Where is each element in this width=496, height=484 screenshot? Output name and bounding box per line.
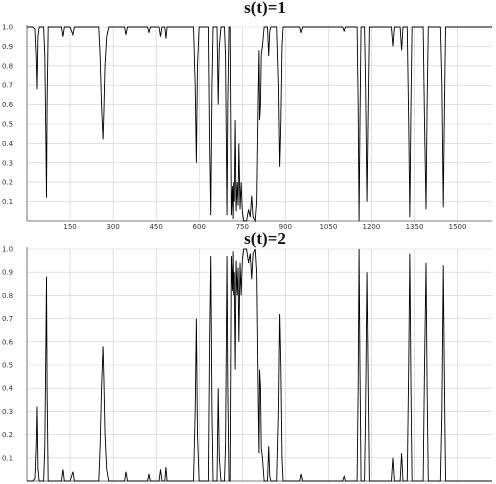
- y-tick-label: 0.6: [2, 338, 14, 346]
- y-tick-label: 0.1: [2, 198, 13, 206]
- chart-panel-1: s(t)=1 0.1 0.2 0.3 0.4 0.5 0.6 0.7 0.8 0.9 1.0 150…: [2, 0, 492, 231]
- y-tick-label: 0.4: [2, 385, 14, 393]
- series-2: [27, 248, 492, 482]
- x-tick-label: 1200: [363, 223, 381, 231]
- y-tick-label: 0.7: [2, 82, 13, 90]
- y-tick-label: 0.2: [2, 179, 13, 187]
- y-tick-label: 0.8: [2, 292, 13, 300]
- y-tick-label: 0.1: [2, 454, 13, 462]
- y-tick-label: 0.2: [2, 431, 13, 439]
- x-tick-label: 450: [149, 223, 162, 231]
- x-tick-label: 1350: [406, 223, 424, 231]
- x-tick-label: 300: [106, 223, 119, 231]
- grid-1: [27, 26, 492, 221]
- axes-1: [26, 25, 492, 222]
- y-tick-label: 1.0: [2, 246, 13, 254]
- series-line: [27, 248, 492, 482]
- chart-panel-2: s(t)=2 0.10.20.30.40.50.60.70.80.91.0150…: [2, 229, 492, 484]
- series-1: [27, 26, 492, 223]
- grid-2: [27, 248, 492, 481]
- x-tick-label: 1050: [319, 223, 337, 231]
- x-tick-label: 750: [236, 223, 249, 231]
- x-tick-label: 1500: [449, 223, 467, 231]
- x-tick-label: 150: [63, 223, 76, 231]
- y-tick-label: 0.9: [2, 43, 13, 51]
- chart-title-2: s(t)=2: [244, 229, 286, 248]
- y-tick-label: 0.6: [2, 101, 14, 109]
- series-line: [27, 26, 492, 223]
- y-tick-label: 0.4: [2, 140, 14, 148]
- y-tick-label: 0.7: [2, 315, 13, 323]
- y-tick-label: 0.5: [2, 362, 13, 370]
- y-tick-label: 0.3: [2, 159, 13, 167]
- x-tick-label: 600: [193, 223, 206, 231]
- ticks-1: 0.1 0.2 0.3 0.4 0.5 0.6 0.7 0.8 0.9 1.0 150 300 450 6…: [2, 24, 466, 232]
- y-tick-label: 0.3: [2, 408, 13, 416]
- y-tick-label: 0.5: [2, 121, 13, 129]
- axes-2: [26, 247, 492, 482]
- y-tick-label: 0.9: [2, 269, 13, 277]
- y-tick-label: 1.0: [2, 24, 13, 32]
- x-tick-label: 900: [279, 223, 292, 231]
- y-tick-label: 0.8: [2, 62, 13, 70]
- chart-title-1: s(t)=1: [244, 0, 286, 17]
